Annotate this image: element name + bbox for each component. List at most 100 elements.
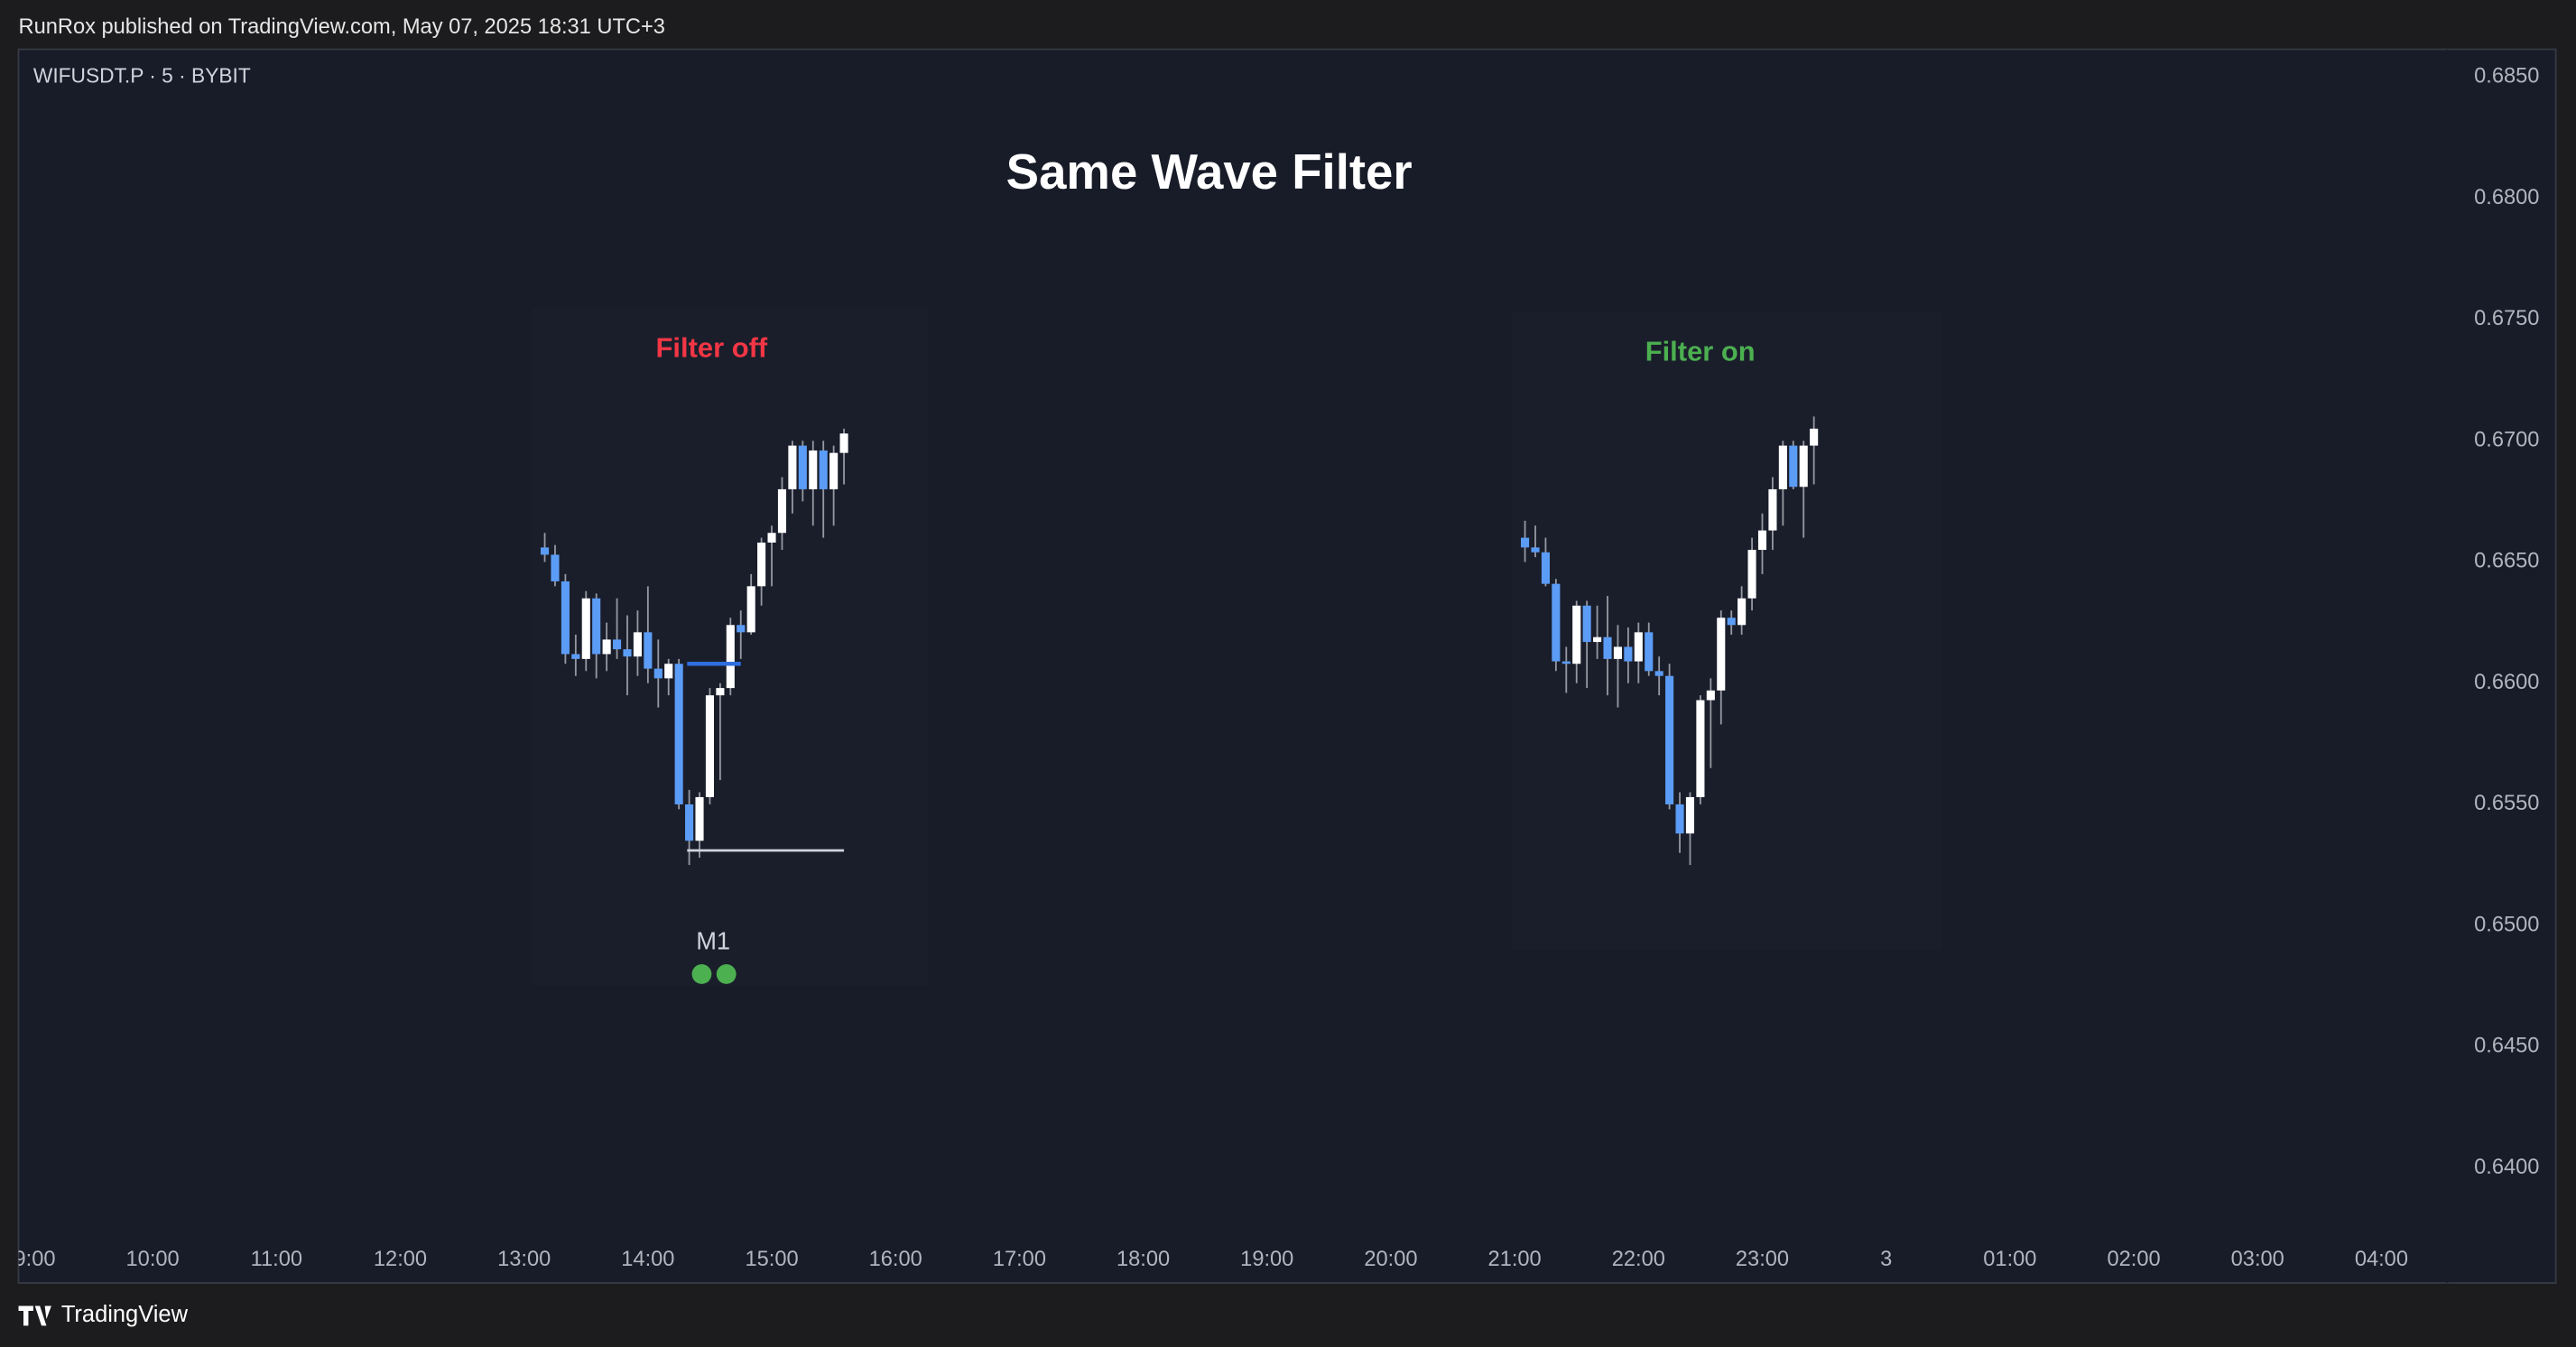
candle-body — [602, 639, 611, 655]
candle-body — [705, 695, 715, 797]
candle-body — [623, 649, 632, 657]
candle-body — [613, 639, 622, 650]
x-tick-label: 17:00 — [993, 1248, 1046, 1271]
candle-body — [1552, 583, 1561, 662]
candle-body — [633, 632, 642, 657]
candle-body — [1541, 552, 1550, 584]
candle-body — [571, 654, 580, 659]
candle-body — [1603, 636, 1612, 659]
y-tick-label: 0.6750 — [2474, 307, 2539, 330]
logo — [18, 1305, 51, 1326]
y-tick-label: 0.6800 — [2474, 186, 2539, 209]
x-tick-label: 02:00 — [2107, 1248, 2160, 1271]
x-tick-label: 20:00 — [1364, 1248, 1417, 1271]
candle-body — [1737, 598, 1747, 626]
x-tick-label: 09:00 — [2, 1248, 55, 1271]
candle-body — [1624, 646, 1633, 662]
candle-body — [1665, 675, 1674, 804]
y-tick-label: 0.6850 — [2474, 65, 2539, 88]
x-tick-label: 12:00 — [374, 1248, 427, 1271]
candle-body — [653, 668, 663, 679]
x-tick-label: 18:00 — [1117, 1248, 1170, 1271]
x-tick-label: 23:00 — [1736, 1248, 1789, 1271]
brand: TradingView — [61, 1302, 189, 1327]
candle-body — [746, 586, 755, 633]
x-tick-label: 22:00 — [1612, 1248, 1665, 1271]
x-tick-label: 11:00 — [251, 1248, 302, 1271]
candle-body — [561, 581, 570, 655]
candle-body — [716, 688, 725, 696]
x-tick-label: 3 — [1880, 1248, 1892, 1271]
candle-body — [1706, 690, 1715, 701]
publisher: RunRox published on TradingView.com, May… — [19, 15, 665, 39]
candle-body — [777, 488, 787, 534]
candle-body — [1789, 445, 1798, 488]
candle-body — [1717, 618, 1726, 691]
candle-body — [664, 664, 673, 679]
candle-body — [1572, 605, 1581, 664]
candle-body — [767, 533, 776, 543]
candle-body — [592, 598, 601, 655]
candle-body — [839, 433, 848, 453]
x-tick-label: 01:00 — [1983, 1248, 2036, 1271]
y-tick-label: 0.6650 — [2474, 550, 2539, 573]
chart-pane — [17, 48, 2557, 1284]
candle-body — [1561, 661, 1571, 664]
y-tick-label: 0.6700 — [2474, 428, 2539, 451]
candle-body — [695, 796, 704, 841]
y-tick-label: 0.6500 — [2474, 913, 2539, 936]
candle-body — [1654, 671, 1663, 676]
candle-body — [819, 450, 828, 489]
annotation: M1 — [696, 927, 730, 955]
candle-body — [1768, 488, 1777, 531]
candle-body — [1696, 700, 1705, 797]
candle-body — [1634, 632, 1643, 662]
annotation: Filter on — [1645, 335, 1756, 367]
candle-body — [674, 664, 683, 804]
candle-body — [1778, 445, 1787, 489]
candle-body — [737, 625, 746, 633]
y-tick-label: 0.6400 — [2474, 1156, 2539, 1179]
x-tick-label: 19:00 — [1240, 1248, 1293, 1271]
x-tick-label: 14:00 — [621, 1248, 674, 1271]
candle-body — [1757, 530, 1767, 551]
annotation: Filter off — [656, 332, 768, 364]
candle-body — [540, 547, 550, 555]
candle-body — [829, 452, 839, 489]
candle-body — [757, 542, 766, 587]
x-tick-label: 10:00 — [126, 1248, 180, 1271]
candle-body — [1582, 605, 1591, 643]
candle-body — [726, 625, 735, 689]
x-tick-label: 15:00 — [745, 1248, 798, 1271]
y-tick-label: 0.6550 — [2474, 792, 2539, 815]
y-tick-label: 0.6450 — [2474, 1035, 2539, 1058]
candle-body — [644, 632, 653, 669]
x-tick-label: 04:00 — [2355, 1248, 2408, 1271]
signal-dot — [691, 964, 712, 984]
candle-body — [809, 450, 818, 489]
x-tick-label: 16:00 — [869, 1248, 922, 1271]
y-tick-label: 0.6600 — [2474, 671, 2539, 694]
candle-body — [1727, 618, 1736, 626]
candle-body — [1645, 632, 1654, 672]
candle-body — [788, 445, 797, 489]
signal-dot — [716, 964, 737, 984]
chart-title: Same Wave Filter — [1006, 144, 1413, 200]
candle-body — [1799, 445, 1808, 488]
plot: 09:00 10:00 11:00 12:00 13:00 14:00 15:00 16:00… — [2, 76, 2454, 1271]
symbol: WIFUSDT.P · 5 · BYBIT — [33, 64, 251, 88]
candle-body — [1521, 537, 1530, 548]
candle-body — [1675, 804, 1684, 834]
candle-body — [581, 598, 590, 659]
candle-body — [1593, 636, 1602, 643]
candle-body — [1531, 547, 1540, 553]
candle-body — [1613, 646, 1623, 659]
candle-body — [1747, 550, 1756, 599]
candle-body — [798, 445, 807, 489]
x-tick-label: 21:00 — [1488, 1248, 1542, 1271]
candle-body — [685, 804, 694, 841]
x-tick-label: 03:00 — [2231, 1248, 2284, 1271]
x-tick-label: 13:00 — [497, 1248, 551, 1271]
